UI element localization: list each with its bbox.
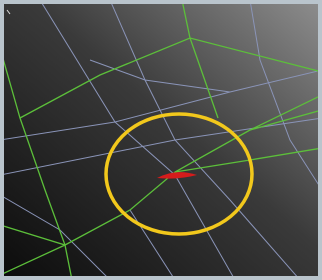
- page: [0, 0, 322, 280]
- viewport: [0, 0, 322, 280]
- viewport-background: [4, 4, 318, 276]
